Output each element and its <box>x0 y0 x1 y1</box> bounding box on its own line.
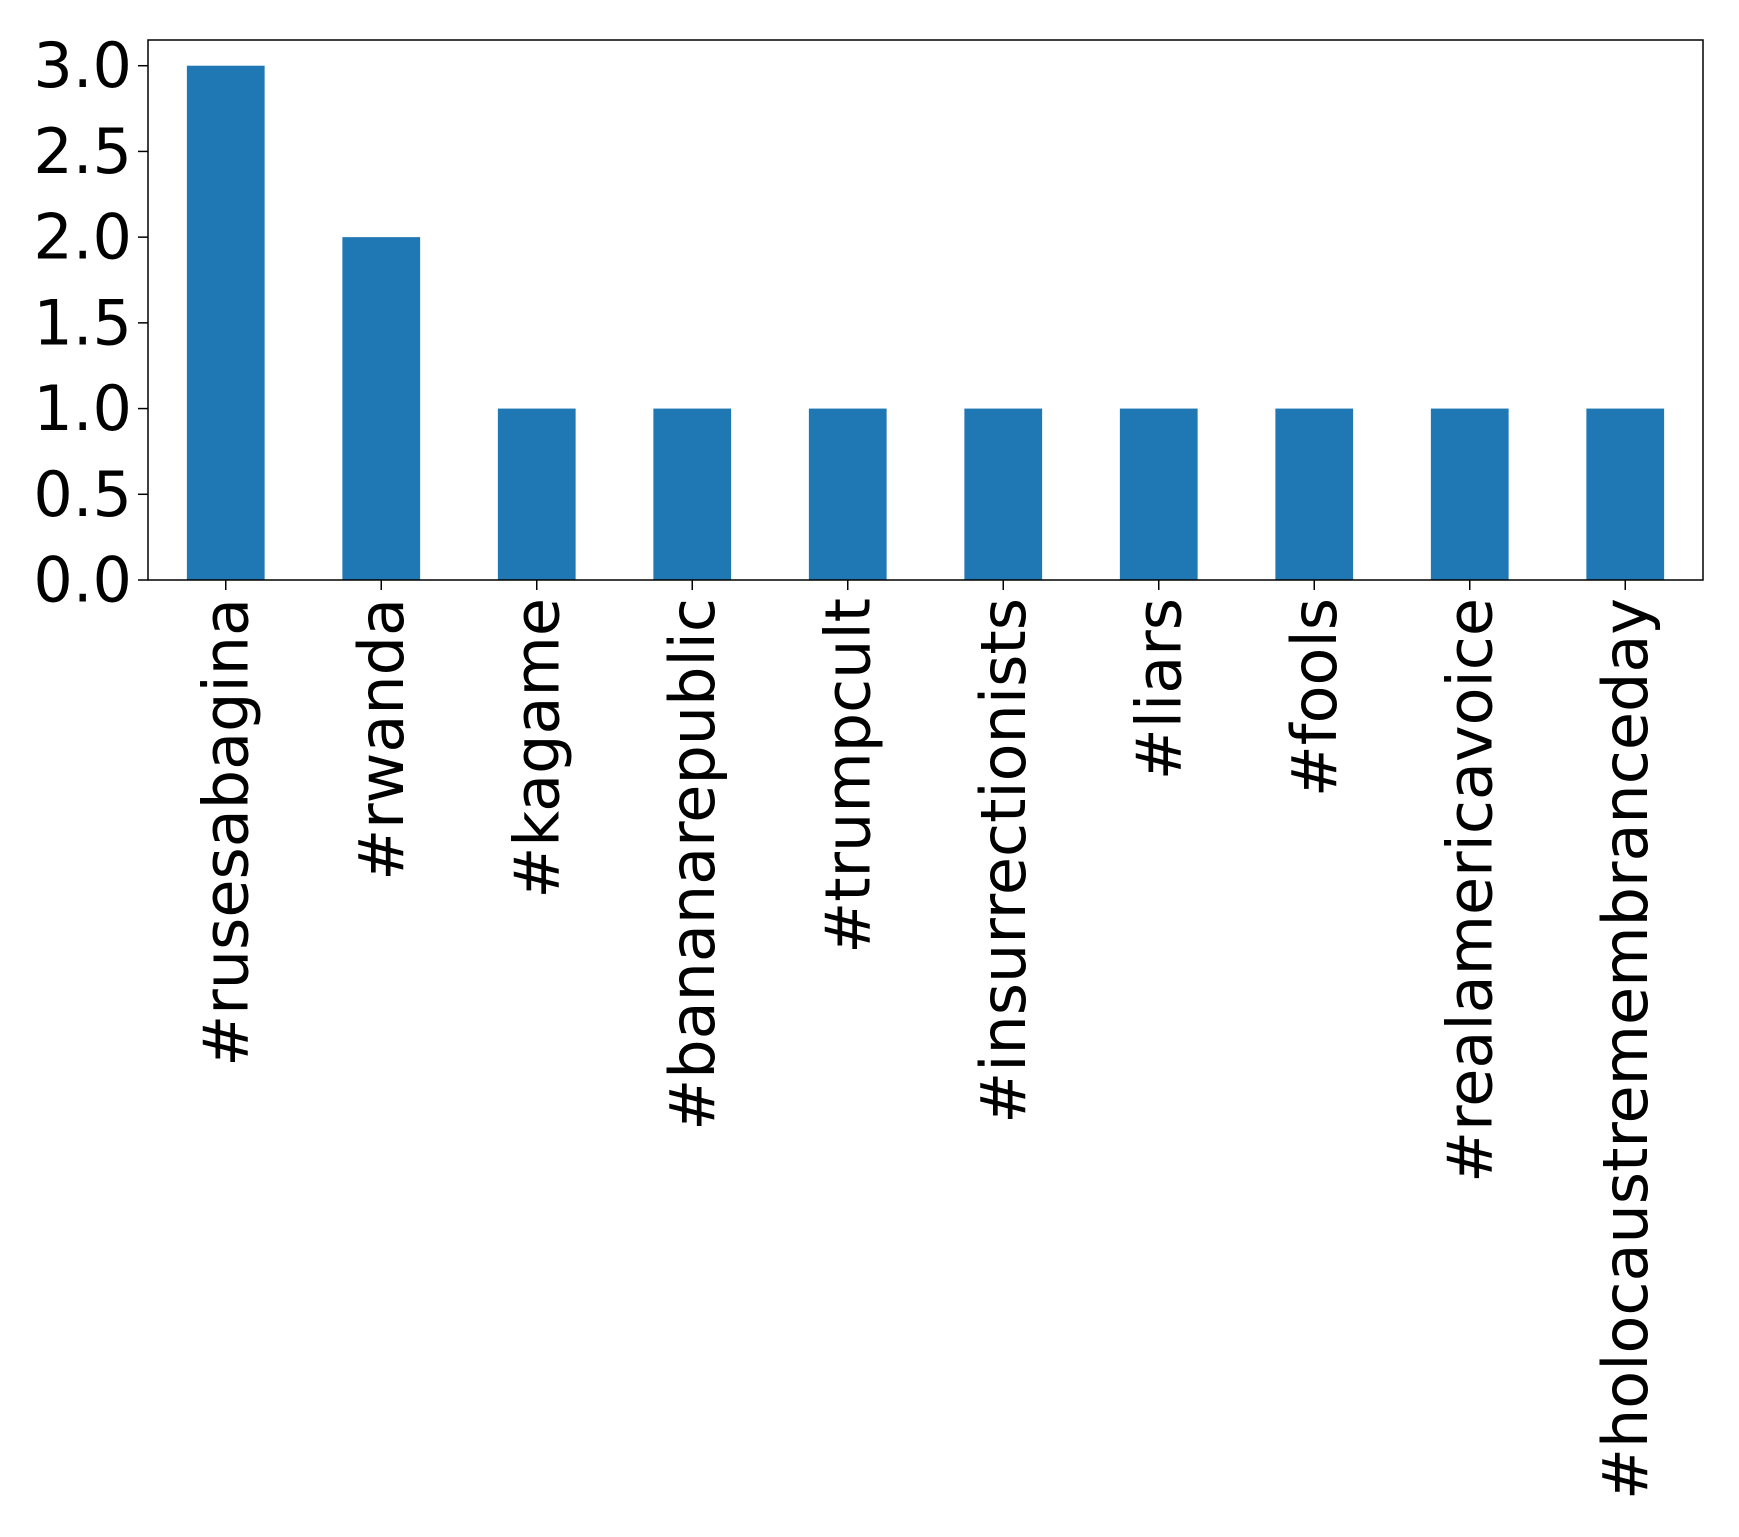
x-tick-label: #rusesabagina <box>189 598 262 1067</box>
x-tick-label: #realamericavoice <box>1433 598 1506 1183</box>
y-tick-label: 0.5 <box>33 458 132 531</box>
bar-rwanda <box>342 237 421 580</box>
bar-insurrectionists <box>964 408 1043 580</box>
x-axis: #rusesabagina #rwanda #kagame #bananarepubl… <box>189 580 1662 1500</box>
x-tick-label: #liars <box>1122 598 1195 780</box>
y-tick-label: 0.0 <box>33 544 132 617</box>
x-tick-label: #insurrectionists <box>967 598 1040 1124</box>
bar-realamericavoice <box>1430 408 1509 580</box>
y-tick-label: 3.0 <box>33 29 132 102</box>
x-tick-label: #fools <box>1278 598 1351 797</box>
bar-liars <box>1119 408 1198 580</box>
bar-bananarepublic <box>653 408 732 580</box>
bar-holocaustremembranceday <box>1586 408 1665 580</box>
bar-kagame <box>497 408 576 580</box>
x-tick-label: #rwanda <box>345 598 418 881</box>
y-tick-label: 2.0 <box>33 201 132 274</box>
x-tick-label: #holocaustremembranceday <box>1589 598 1662 1500</box>
bar-trumpcult <box>808 408 887 580</box>
bar-fools <box>1275 408 1354 580</box>
y-axis: 0.0 0.5 1.0 1.5 2.0 2.5 3.0 <box>33 29 148 617</box>
bars-layer <box>186 65 1665 580</box>
plot-area-frame <box>147 39 1704 581</box>
x-tick-label: #kagame <box>500 598 573 899</box>
x-tick-label: #trumpcult <box>811 598 884 954</box>
x-tick-label: #bananarepublic <box>656 598 729 1131</box>
y-tick-label: 1.0 <box>33 372 132 445</box>
y-tick-label: 2.5 <box>33 115 132 188</box>
y-tick-label: 1.5 <box>33 286 132 359</box>
bar-rusesabagina <box>186 65 265 580</box>
